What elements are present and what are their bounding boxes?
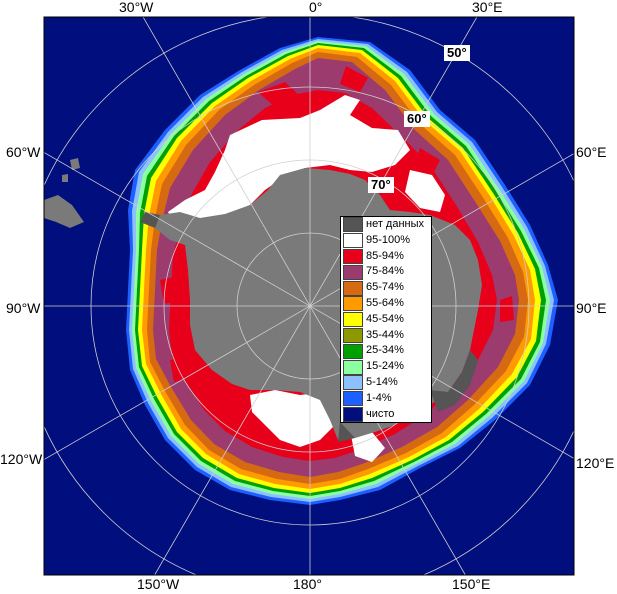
legend-swatch-5-14: [343, 375, 363, 391]
legend-label: 55-64%: [366, 296, 404, 309]
legend: нет данных 95-100% 85-94% 75-84% 65-74% …: [340, 216, 432, 424]
legend-item: нет данных: [341, 217, 431, 233]
legend-swatch-15-24: [343, 359, 363, 375]
legend-item: 45-54%: [341, 312, 431, 328]
lat-label-50: 50°: [444, 45, 470, 61]
lon-label-60w: 60°W: [6, 144, 41, 160]
legend-label: 95-100%: [366, 233, 411, 246]
south-america-land: [44, 195, 84, 228]
legend-label: 5-14%: [366, 375, 398, 388]
legend-swatch-65-74: [343, 280, 363, 296]
legend-label: 35-44%: [366, 328, 404, 341]
legend-swatch-25-34: [343, 343, 363, 359]
ice-white-east: [405, 170, 445, 212]
legend-item: 25-34%: [341, 343, 431, 359]
legend-swatch-35-44: [343, 327, 363, 343]
legend-label: 25-34%: [366, 344, 404, 357]
legend-swatch-95-100: [343, 233, 363, 249]
legend-label: 75-84%: [366, 265, 404, 278]
lon-label-150w: 150°W: [137, 576, 180, 592]
legend-label: чисто: [366, 407, 395, 420]
legend-swatch-clear: [343, 406, 363, 422]
legend-item: 95-100%: [341, 233, 431, 249]
meridian-60e-120w: [44, 153, 574, 461]
legend-label: 15-24%: [366, 360, 404, 373]
legend-item: 65-74%: [341, 280, 431, 296]
lon-label-90e: 90°E: [576, 300, 607, 316]
legend-swatch-1-4: [343, 391, 363, 407]
legend-swatch-45-54: [343, 312, 363, 328]
legend-label: 45-54%: [366, 312, 404, 325]
legend-label: 1-4%: [366, 391, 392, 404]
lon-label-60e: 60°E: [576, 144, 607, 160]
ice-white-ross: [250, 390, 340, 447]
falklands-land: [62, 158, 80, 182]
lon-label-150e: 150°E: [452, 576, 491, 592]
legend-item: 15-24%: [341, 359, 431, 375]
ice-white-ross-east: [350, 430, 385, 462]
legend-swatch-55-64: [343, 296, 363, 312]
legend-item: 1-4%: [341, 391, 431, 407]
lon-label-120w: 120°W: [0, 451, 43, 467]
lon-label-0: 0°: [309, 0, 323, 15]
lon-label-90w: 90°W: [6, 300, 41, 316]
legend-swatch-85-94: [343, 248, 363, 264]
lon-label-30e: 30°E: [472, 0, 503, 15]
legend-label: 65-74%: [366, 281, 404, 294]
legend-item: 85-94%: [341, 248, 431, 265]
legend-item: чисто: [341, 406, 431, 423]
legend-label: нет данных: [366, 218, 425, 230]
lon-label-180: 180°: [293, 576, 322, 592]
lon-label-30w: 30°W: [119, 0, 154, 15]
lat-label-60: 60°: [404, 111, 430, 127]
legend-item: 35-44%: [341, 327, 431, 344]
lat-label-70: 70°: [368, 177, 394, 193]
legend-label: 85-94%: [366, 249, 404, 262]
legend-swatch-no-data: [343, 217, 363, 233]
legend-item: 5-14%: [341, 375, 431, 391]
legend-item: 75-84%: [341, 264, 431, 280]
legend-item: 55-64%: [341, 296, 431, 312]
lon-label-120e: 120°E: [576, 455, 615, 471]
map-frame: [43, 16, 575, 576]
ice-white-weddell: [168, 95, 410, 225]
legend-swatch-75-84: [343, 264, 363, 280]
